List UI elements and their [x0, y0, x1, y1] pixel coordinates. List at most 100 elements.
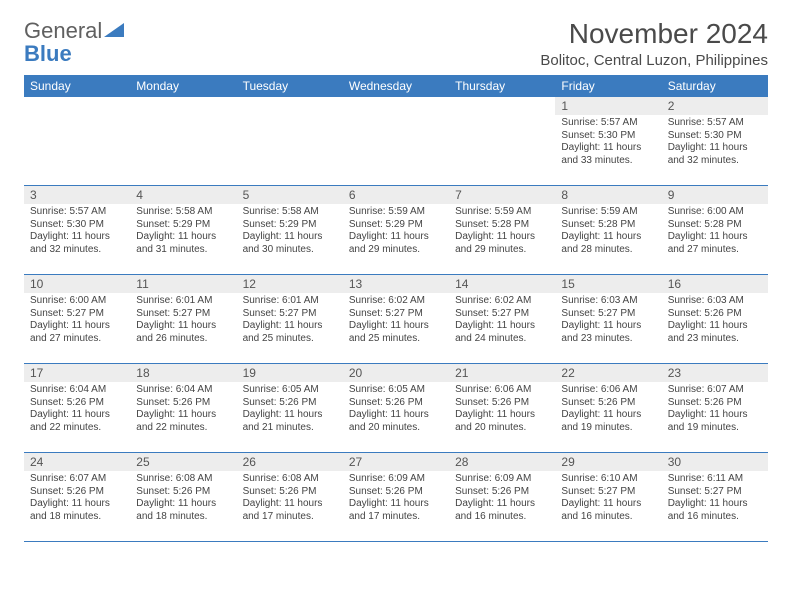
- day-number: 9: [662, 186, 768, 204]
- day-number: 16: [662, 275, 768, 293]
- calendar-week: 10Sunrise: 6:00 AMSunset: 5:27 PMDayligh…: [24, 275, 768, 364]
- day-info: Sunrise: 5:57 AMSunset: 5:30 PMDaylight:…: [662, 115, 768, 171]
- day-number: 4: [130, 186, 236, 204]
- day-number: 13: [343, 275, 449, 293]
- day-info: Sunrise: 6:10 AMSunset: 5:27 PMDaylight:…: [555, 471, 661, 527]
- calendar-cell: 1Sunrise: 5:57 AMSunset: 5:30 PMDaylight…: [555, 97, 661, 186]
- calendar-week: ..........1Sunrise: 5:57 AMSunset: 5:30 …: [24, 97, 768, 186]
- calendar-cell: 26Sunrise: 6:08 AMSunset: 5:26 PMDayligh…: [237, 453, 343, 542]
- day-number: 17: [24, 364, 130, 382]
- calendar-cell: 12Sunrise: 6:01 AMSunset: 5:27 PMDayligh…: [237, 275, 343, 364]
- day-header: Tuesday: [237, 75, 343, 97]
- calendar-week: 3Sunrise: 5:57 AMSunset: 5:30 PMDaylight…: [24, 186, 768, 275]
- day-info: Sunrise: 6:03 AMSunset: 5:27 PMDaylight:…: [555, 293, 661, 349]
- day-info: Sunrise: 5:57 AMSunset: 5:30 PMDaylight:…: [555, 115, 661, 171]
- day-info: Sunrise: 5:59 AMSunset: 5:28 PMDaylight:…: [555, 204, 661, 260]
- calendar-cell: ..: [449, 97, 555, 186]
- calendar-cell: 7Sunrise: 5:59 AMSunset: 5:28 PMDaylight…: [449, 186, 555, 275]
- day-info: Sunrise: 6:04 AMSunset: 5:26 PMDaylight:…: [130, 382, 236, 438]
- calendar-week: 17Sunrise: 6:04 AMSunset: 5:26 PMDayligh…: [24, 364, 768, 453]
- calendar-cell: ..: [24, 97, 130, 186]
- calendar-page: General November 2024 Bolitoc, Central L…: [0, 0, 792, 560]
- day-info: Sunrise: 5:59 AMSunset: 5:29 PMDaylight:…: [343, 204, 449, 260]
- calendar-cell: 29Sunrise: 6:10 AMSunset: 5:27 PMDayligh…: [555, 453, 661, 542]
- day-info: Sunrise: 5:57 AMSunset: 5:30 PMDaylight:…: [24, 204, 130, 260]
- calendar-cell: 21Sunrise: 6:06 AMSunset: 5:26 PMDayligh…: [449, 364, 555, 453]
- day-number: 25: [130, 453, 236, 471]
- day-info: Sunrise: 6:00 AMSunset: 5:27 PMDaylight:…: [24, 293, 130, 349]
- day-number: 24: [24, 453, 130, 471]
- logo-word-blue-wrap: Blue: [24, 41, 768, 67]
- day-header: Monday: [130, 75, 236, 97]
- calendar-cell: 27Sunrise: 6:09 AMSunset: 5:26 PMDayligh…: [343, 453, 449, 542]
- day-header: Thursday: [449, 75, 555, 97]
- day-number: 6: [343, 186, 449, 204]
- day-number: 21: [449, 364, 555, 382]
- day-header: Saturday: [662, 75, 768, 97]
- calendar-cell: 23Sunrise: 6:07 AMSunset: 5:26 PMDayligh…: [662, 364, 768, 453]
- day-number: 18: [130, 364, 236, 382]
- day-number: 22: [555, 364, 661, 382]
- day-info: Sunrise: 6:04 AMSunset: 5:26 PMDaylight:…: [24, 382, 130, 438]
- calendar-cell: ..: [343, 97, 449, 186]
- day-number: 20: [343, 364, 449, 382]
- calendar-cell: 24Sunrise: 6:07 AMSunset: 5:26 PMDayligh…: [24, 453, 130, 542]
- calendar-cell: 18Sunrise: 6:04 AMSunset: 5:26 PMDayligh…: [130, 364, 236, 453]
- day-info: Sunrise: 6:11 AMSunset: 5:27 PMDaylight:…: [662, 471, 768, 527]
- calendar-cell: 30Sunrise: 6:11 AMSunset: 5:27 PMDayligh…: [662, 453, 768, 542]
- day-info: Sunrise: 6:06 AMSunset: 5:26 PMDaylight:…: [555, 382, 661, 438]
- day-number: 5: [237, 186, 343, 204]
- day-info: Sunrise: 6:01 AMSunset: 5:27 PMDaylight:…: [237, 293, 343, 349]
- day-info: Sunrise: 6:03 AMSunset: 5:26 PMDaylight:…: [662, 293, 768, 349]
- calendar-cell: 17Sunrise: 6:04 AMSunset: 5:26 PMDayligh…: [24, 364, 130, 453]
- calendar-body: ..........1Sunrise: 5:57 AMSunset: 5:30 …: [24, 97, 768, 542]
- calendar-cell: 8Sunrise: 5:59 AMSunset: 5:28 PMDaylight…: [555, 186, 661, 275]
- day-number: 19: [237, 364, 343, 382]
- calendar-cell: 28Sunrise: 6:09 AMSunset: 5:26 PMDayligh…: [449, 453, 555, 542]
- calendar-cell: 6Sunrise: 5:59 AMSunset: 5:29 PMDaylight…: [343, 186, 449, 275]
- calendar-table: SundayMondayTuesdayWednesdayThursdayFrid…: [24, 75, 768, 542]
- day-info: Sunrise: 5:58 AMSunset: 5:29 PMDaylight:…: [237, 204, 343, 260]
- day-info: Sunrise: 5:58 AMSunset: 5:29 PMDaylight:…: [130, 204, 236, 260]
- day-number: 28: [449, 453, 555, 471]
- calendar-cell: 2Sunrise: 5:57 AMSunset: 5:30 PMDaylight…: [662, 97, 768, 186]
- day-info: Sunrise: 6:06 AMSunset: 5:26 PMDaylight:…: [449, 382, 555, 438]
- calendar-cell: 10Sunrise: 6:00 AMSunset: 5:27 PMDayligh…: [24, 275, 130, 364]
- day-info: Sunrise: 6:09 AMSunset: 5:26 PMDaylight:…: [449, 471, 555, 527]
- calendar-cell: 14Sunrise: 6:02 AMSunset: 5:27 PMDayligh…: [449, 275, 555, 364]
- calendar-cell: 16Sunrise: 6:03 AMSunset: 5:26 PMDayligh…: [662, 275, 768, 364]
- day-number: 29: [555, 453, 661, 471]
- day-info: Sunrise: 6:05 AMSunset: 5:26 PMDaylight:…: [237, 382, 343, 438]
- calendar-cell: 9Sunrise: 6:00 AMSunset: 5:28 PMDaylight…: [662, 186, 768, 275]
- day-number: 3: [24, 186, 130, 204]
- calendar-week: 24Sunrise: 6:07 AMSunset: 5:26 PMDayligh…: [24, 453, 768, 542]
- day-header: Wednesday: [343, 75, 449, 97]
- calendar-cell: 20Sunrise: 6:05 AMSunset: 5:26 PMDayligh…: [343, 364, 449, 453]
- day-number: 23: [662, 364, 768, 382]
- calendar-cell: ..: [130, 97, 236, 186]
- day-info: Sunrise: 6:00 AMSunset: 5:28 PMDaylight:…: [662, 204, 768, 260]
- day-number: 26: [237, 453, 343, 471]
- day-number: 27: [343, 453, 449, 471]
- logo-triangle-icon: [104, 23, 124, 39]
- day-info: Sunrise: 6:07 AMSunset: 5:26 PMDaylight:…: [662, 382, 768, 438]
- day-number: 30: [662, 453, 768, 471]
- calendar-cell: 5Sunrise: 5:58 AMSunset: 5:29 PMDaylight…: [237, 186, 343, 275]
- calendar-cell: 19Sunrise: 6:05 AMSunset: 5:26 PMDayligh…: [237, 364, 343, 453]
- day-number: 8: [555, 186, 661, 204]
- calendar-cell: 11Sunrise: 6:01 AMSunset: 5:27 PMDayligh…: [130, 275, 236, 364]
- calendar-cell: 13Sunrise: 6:02 AMSunset: 5:27 PMDayligh…: [343, 275, 449, 364]
- day-info: Sunrise: 6:09 AMSunset: 5:26 PMDaylight:…: [343, 471, 449, 527]
- calendar-cell: 15Sunrise: 6:03 AMSunset: 5:27 PMDayligh…: [555, 275, 661, 364]
- day-info: Sunrise: 6:08 AMSunset: 5:26 PMDaylight:…: [237, 471, 343, 527]
- day-info: Sunrise: 6:07 AMSunset: 5:26 PMDaylight:…: [24, 471, 130, 527]
- day-number: 10: [24, 275, 130, 293]
- day-number: 11: [130, 275, 236, 293]
- day-header: Sunday: [24, 75, 130, 97]
- day-number: 15: [555, 275, 661, 293]
- day-header: Friday: [555, 75, 661, 97]
- calendar-cell: 25Sunrise: 6:08 AMSunset: 5:26 PMDayligh…: [130, 453, 236, 542]
- calendar-cell: 3Sunrise: 5:57 AMSunset: 5:30 PMDaylight…: [24, 186, 130, 275]
- calendar-cell: 4Sunrise: 5:58 AMSunset: 5:29 PMDaylight…: [130, 186, 236, 275]
- day-number: 14: [449, 275, 555, 293]
